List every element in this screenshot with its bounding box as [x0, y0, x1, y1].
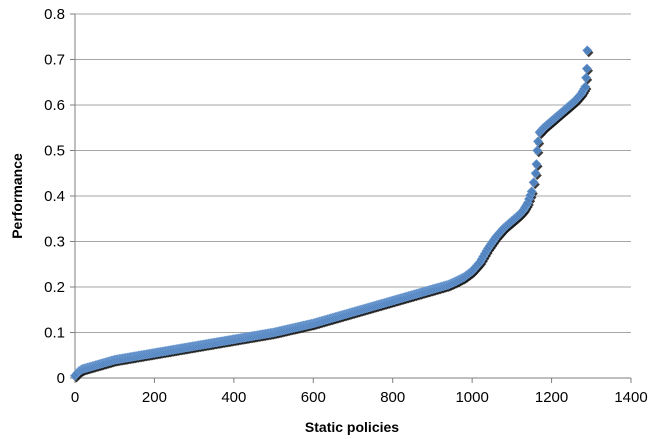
- x-tick-label: 600: [301, 389, 326, 406]
- data-point: [530, 168, 541, 179]
- data-point: [581, 72, 592, 83]
- data-point: [533, 136, 544, 147]
- x-tick-label: 200: [142, 389, 167, 406]
- data-point: [582, 45, 593, 56]
- y-tick-label: 0: [57, 370, 65, 387]
- data-point: [581, 63, 592, 74]
- data-point: [526, 186, 537, 197]
- gridlines: [75, 13, 631, 333]
- x-tick-label: 800: [380, 389, 405, 406]
- y-axis-title: Performance: [9, 153, 25, 239]
- data-points: [69, 45, 594, 383]
- y-tick-label: 0.6: [44, 97, 65, 114]
- y-tick-label: 0.7: [44, 52, 65, 69]
- data-point: [532, 145, 543, 156]
- data-point: [531, 159, 542, 170]
- x-tick-label: 1000: [455, 389, 488, 406]
- y-tick-label: 0.5: [44, 143, 65, 160]
- y-tick-label: 0.4: [44, 188, 65, 205]
- y-tick-label: 0.8: [44, 6, 65, 23]
- x-axis-title: Static policies: [305, 419, 399, 435]
- x-tick-label: 1400: [614, 389, 647, 406]
- x-tick-labels: 0 200 400 600 800 1000 1200 1400: [71, 389, 648, 406]
- data-point: [528, 177, 539, 188]
- y-tick-label: 0.1: [44, 325, 65, 342]
- y-tick-label: 0.2: [44, 279, 65, 296]
- x-tick-label: 1200: [535, 389, 568, 406]
- axes: [70, 13, 632, 383]
- y-tick-label: 0.3: [44, 234, 65, 251]
- x-tick-label: 400: [221, 389, 246, 406]
- y-tick-labels: 0 0.1 0.2 0.3 0.4 0.5 0.6 0.7 0.8: [44, 6, 65, 387]
- x-tick-label: 0: [71, 389, 79, 406]
- data-point: [580, 81, 591, 92]
